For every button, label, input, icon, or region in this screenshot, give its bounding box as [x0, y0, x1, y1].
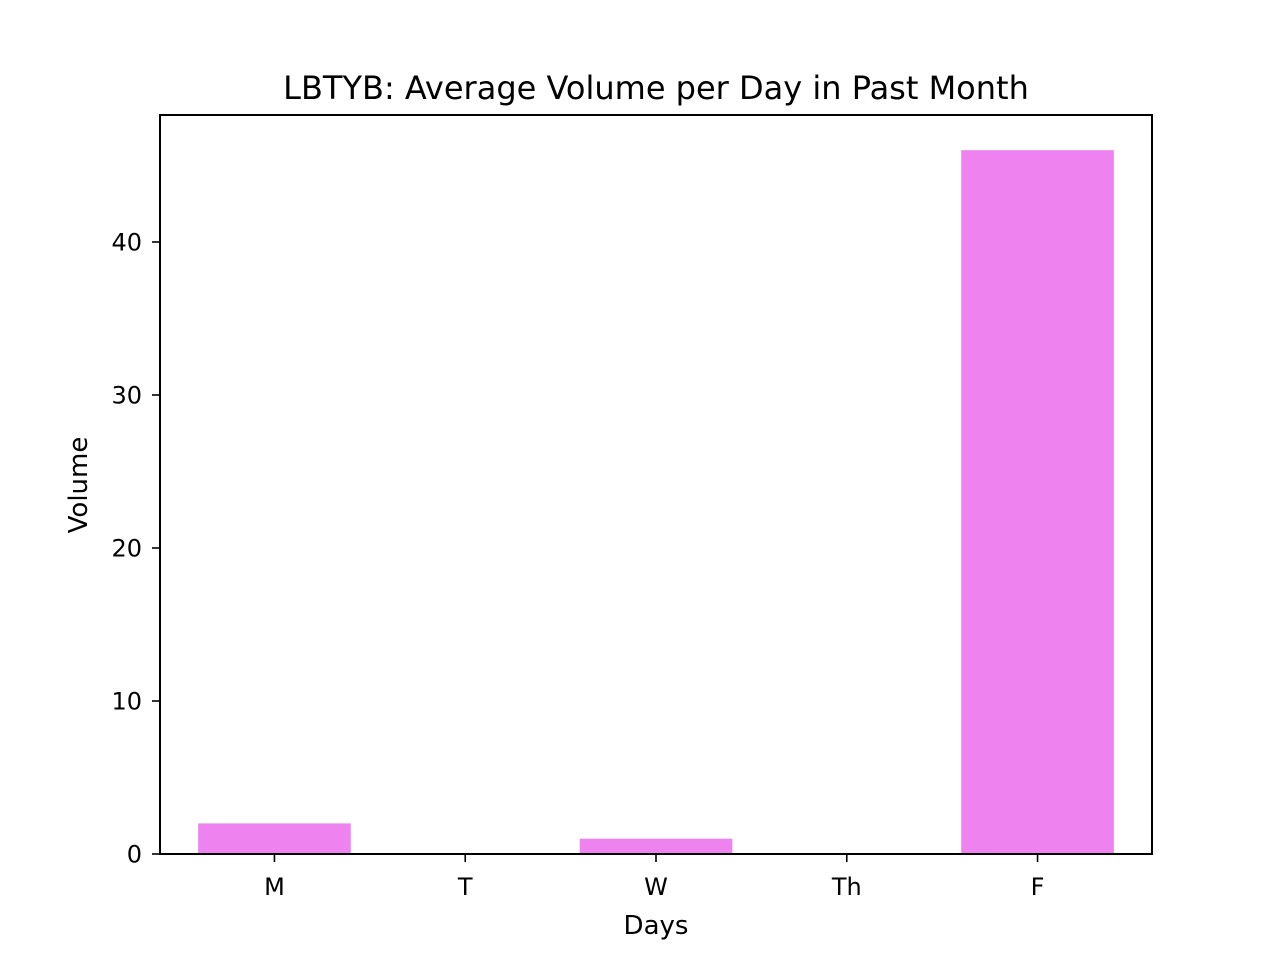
y-tick-label: 0: [127, 841, 142, 869]
x-tick-label: F: [1031, 873, 1045, 901]
y-tick-label: 20: [111, 534, 142, 562]
plot-frame: [159, 114, 1153, 855]
bar-f: [961, 150, 1114, 854]
y-tick-label: 40: [111, 228, 142, 256]
x-tick-label: T: [457, 873, 473, 901]
y-axis-ticks: 0 10 20 30 40: [111, 228, 160, 869]
y-tick-label: 10: [111, 687, 142, 715]
y-axis-label: Volume: [64, 437, 94, 534]
bars-group: [198, 150, 1114, 854]
bar-m: [198, 823, 351, 854]
x-tick-label: W: [644, 873, 668, 901]
x-axis-label: Days: [624, 911, 689, 941]
chart-title: LBTYB: Average Volume per Day in Past Mo…: [283, 69, 1029, 107]
x-tick-label: M: [264, 873, 285, 901]
y-tick-label: 30: [111, 381, 142, 409]
bar-w: [579, 838, 733, 854]
x-axis-ticks: M T W Th F: [264, 854, 1044, 901]
x-tick-label: Th: [831, 873, 862, 901]
